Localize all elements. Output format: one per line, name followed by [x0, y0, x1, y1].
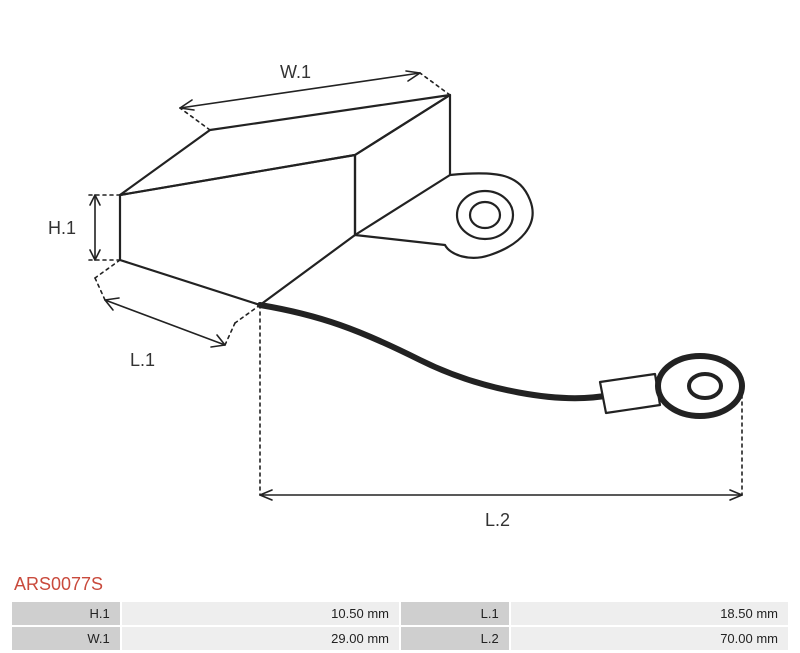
table-row: H.1 10.50 mm L.1 18.50 mm: [11, 601, 789, 626]
dim-key: L.2: [400, 626, 510, 651]
dim-val: 18.50 mm: [510, 601, 789, 626]
part-number: ARS0077S: [14, 574, 103, 595]
dim-val: 70.00 mm: [510, 626, 789, 651]
dim-val: 10.50 mm: [121, 601, 400, 626]
table-row: W.1 29.00 mm L.2 70.00 mm: [11, 626, 789, 651]
label-l2: L.2: [485, 510, 510, 531]
dim-key: H.1: [11, 601, 121, 626]
diagram-svg: [0, 0, 800, 570]
dimensions-table: H.1 10.50 mm L.1 18.50 mm W.1 29.00 mm L…: [10, 600, 790, 652]
dim-val: 29.00 mm: [121, 626, 400, 651]
label-l1: L.1: [130, 350, 155, 371]
label-h1: H.1: [48, 218, 76, 239]
dim-key: W.1: [11, 626, 121, 651]
dim-key: L.1: [400, 601, 510, 626]
label-w1: W.1: [280, 62, 311, 83]
technical-diagram: W.1 H.1 L.1 L.2: [0, 0, 800, 570]
